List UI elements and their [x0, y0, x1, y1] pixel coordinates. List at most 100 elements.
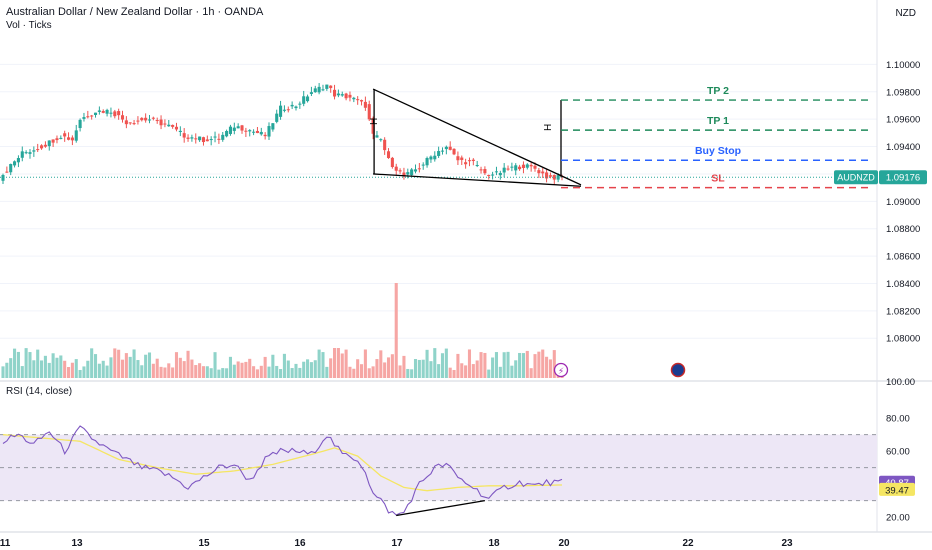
volume-bar [32, 360, 36, 378]
lightning-icon [553, 362, 569, 378]
currency-label: NZD [895, 8, 916, 19]
candle-body [236, 126, 240, 129]
volume-bar [194, 365, 198, 378]
volume-bar [5, 362, 9, 378]
volume-bar [514, 360, 518, 378]
price-axis-tick: 1.10000 [886, 60, 920, 71]
volume-bar [529, 368, 533, 378]
time-axis-tick: 20 [558, 538, 570, 549]
candle-body [252, 131, 256, 133]
candle-body [163, 123, 167, 125]
volume-bar [201, 366, 206, 378]
candle-body [333, 89, 337, 97]
volume-bar [359, 364, 364, 378]
volume-bar [545, 356, 549, 378]
volume-bar [525, 350, 529, 378]
volume-bar [140, 365, 144, 378]
candle-body [1, 175, 5, 181]
volume-bar [70, 362, 74, 378]
candle-body [433, 155, 437, 160]
volume-bar [147, 352, 152, 378]
volume-bar [367, 368, 371, 378]
price-axis-tick: 1.08800 [886, 224, 920, 235]
volume-bar [475, 360, 479, 378]
candle-body [151, 117, 155, 119]
volume-bar [440, 353, 445, 378]
volume-bar [390, 354, 394, 378]
volume-bar [205, 366, 209, 378]
volume-bar [552, 350, 556, 378]
candle-body [440, 150, 445, 152]
volume-bar [363, 349, 367, 378]
volume-bar [20, 366, 24, 378]
candle-body [82, 117, 86, 119]
candle-body [359, 100, 364, 102]
volume-bar [59, 355, 63, 378]
candle-body [40, 145, 44, 149]
volume-bar [74, 359, 78, 378]
volume-bar [105, 365, 109, 378]
volume-bar [456, 353, 460, 378]
candle-body [198, 136, 202, 141]
volume-bar [86, 360, 90, 378]
volume-bar [479, 352, 483, 378]
volume-bar [348, 366, 352, 378]
candle-body [491, 174, 495, 176]
candle-body [43, 144, 47, 147]
volume-bar [43, 355, 47, 378]
volume-bar [464, 365, 468, 378]
time-axis-tick: 18 [488, 538, 500, 549]
volume-bar [494, 352, 499, 378]
candle-body [240, 125, 244, 131]
candle-body [66, 137, 71, 140]
volume-bar [1, 366, 5, 378]
candle-body [548, 175, 552, 177]
candle-body [55, 138, 59, 141]
candle-body [336, 93, 340, 96]
volume-bar [36, 349, 40, 378]
candle-body [363, 101, 367, 108]
candle-body [444, 146, 448, 150]
candle-body [217, 138, 221, 140]
candle-body [313, 88, 317, 93]
candle-body [70, 137, 74, 141]
candle-body [529, 164, 533, 167]
candle-body [456, 156, 460, 161]
volume-bar [232, 364, 236, 378]
volume-bar [167, 363, 171, 378]
volume-bar [124, 353, 128, 378]
rsi-ma-value: 39.47 [885, 485, 909, 496]
volume-bar [101, 360, 105, 378]
last-price-value: 1.09176 [886, 173, 920, 184]
volume-bar [352, 368, 356, 378]
volume-bar [198, 363, 202, 378]
volume-bar [471, 364, 475, 378]
volume-bar [213, 352, 217, 378]
volume-bar [356, 359, 360, 378]
candle-body [290, 104, 294, 107]
candle-body [267, 126, 271, 137]
candle-body [325, 84, 329, 89]
candle-body [279, 105, 283, 117]
volume-bar [379, 350, 383, 378]
stop-loss-label: SL [711, 173, 725, 185]
symbol-label: AUDNZD [837, 173, 875, 183]
symbol-tag [834, 170, 878, 185]
volume-bar [190, 359, 194, 378]
candle-body [537, 170, 541, 174]
price-axis-tick: 1.08600 [886, 252, 920, 263]
candle-body [417, 168, 421, 170]
candle-body [410, 169, 414, 176]
volume-bar [136, 360, 140, 378]
volume-bar [63, 360, 67, 378]
candle-body [367, 104, 371, 120]
time-axis-tick: 13 [71, 538, 83, 549]
volume-bar [159, 366, 163, 378]
rsi-ma-line [2, 434, 562, 492]
candle-body [487, 174, 491, 176]
volume-bar [548, 359, 552, 378]
candle-body [117, 111, 121, 116]
volume-bar [460, 363, 464, 378]
candle-body [413, 169, 418, 172]
